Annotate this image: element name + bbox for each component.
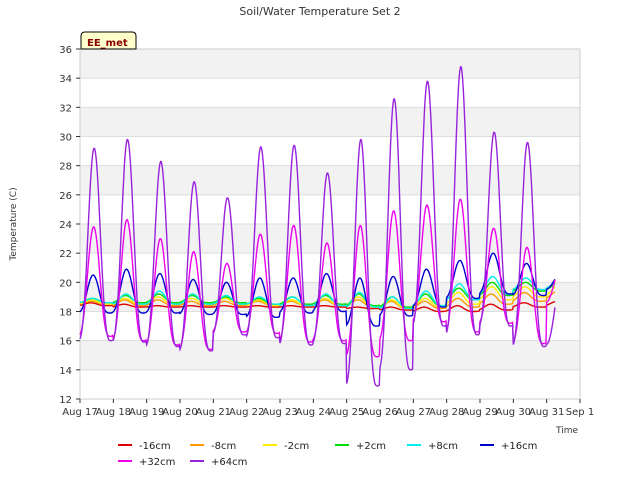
- series-line-+64cm: [79, 65, 556, 387]
- y-tick-label: 28: [59, 162, 72, 173]
- y-tick-label: 24: [59, 220, 72, 231]
- y-tick-label: 14: [59, 366, 72, 377]
- x-tick-label: Aug 18: [96, 407, 131, 418]
- y-tick-label: 30: [59, 133, 72, 144]
- x-tick-label: Aug 19: [129, 407, 164, 418]
- y-tick-label: 26: [59, 191, 72, 202]
- x-tick-label: Aug 28: [429, 407, 464, 418]
- x-tick-label: Aug 29: [462, 407, 497, 418]
- x-tick-label: Aug 31: [529, 407, 564, 418]
- series-line-+16cm: [79, 252, 556, 327]
- plot-band: [80, 340, 580, 370]
- x-tick-label: Aug 24: [296, 407, 331, 418]
- x-tick-label: Aug 21: [196, 407, 231, 418]
- chart-title: Soil/Water Temperature Set 2: [239, 5, 400, 18]
- x-tick-label: Aug 20: [162, 407, 197, 418]
- plot-band: [80, 369, 580, 399]
- y-tick-label: 12: [59, 395, 72, 406]
- x-tick-label: Aug 25: [329, 407, 364, 418]
- y-tick-label: 32: [59, 103, 72, 114]
- legend-label: -2cm: [284, 441, 309, 452]
- legend-label: +16cm: [501, 441, 537, 452]
- x-tick-label: Aug 30: [496, 407, 531, 418]
- x-tick-label: Sep 1: [566, 407, 594, 418]
- plot-band: [80, 49, 580, 79]
- series-layer: [79, 65, 556, 387]
- y-tick-label: 20: [59, 278, 72, 289]
- legend-label: +8cm: [428, 441, 458, 452]
- y-tick-label: 22: [59, 249, 72, 260]
- x-tick-label: Aug 17: [62, 407, 97, 418]
- x-tick-label: Aug 23: [262, 407, 297, 418]
- legend-label: +2cm: [356, 441, 386, 452]
- plot-band: [80, 311, 580, 341]
- plot-band: [80, 107, 580, 137]
- station-badge-text: EE_met: [87, 38, 128, 49]
- y-tick-label: 16: [59, 337, 72, 348]
- x-axis-label: Time: [555, 426, 578, 436]
- legend-label: -8cm: [211, 441, 236, 452]
- plot-band: [80, 136, 580, 166]
- plot-band: [80, 194, 580, 224]
- y-tick-label: 18: [59, 308, 72, 319]
- x-tick-label: Aug 27: [396, 407, 431, 418]
- plot-band: [80, 78, 580, 108]
- station-badge: EE_met: [80, 31, 137, 50]
- y-tick-label: 36: [59, 45, 72, 56]
- y-tick-label: 34: [59, 74, 72, 85]
- legend: -16cm -8cm -2cm +2cm +8cm +16cm +32cm +64cm: [118, 441, 537, 468]
- legend-label: -16cm: [139, 441, 171, 452]
- legend-label: +32cm: [139, 457, 175, 468]
- legend-label: +64cm: [211, 457, 247, 468]
- y-axis: 12 14 16 18 20 22 24 26 28 30 32 34 36: [59, 45, 80, 406]
- x-tick-label: Aug 26: [362, 407, 397, 418]
- x-tick-label: Aug 22: [229, 407, 264, 418]
- y-axis-label: Temperature (C): [9, 187, 19, 261]
